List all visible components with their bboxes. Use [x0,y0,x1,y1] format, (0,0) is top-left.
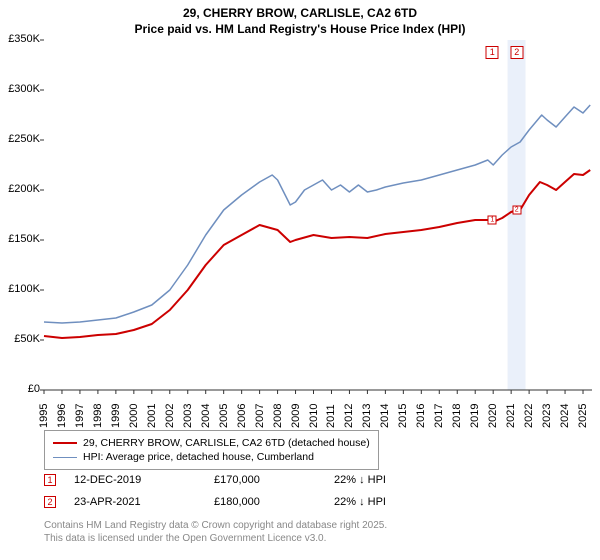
legend-item: 29, CHERRY BROW, CARLISLE, CA2 6TD (deta… [53,436,370,450]
x-tick-label: 2017 [433,400,445,428]
transaction-marker-icon: 2 [44,496,56,508]
legend-swatch [53,442,77,444]
transaction-row: 2 23-APR-2021£180,00022% ↓ HPI [44,496,454,508]
highlight-band [508,40,526,390]
x-tick-label: 1998 [92,400,104,428]
transaction-delta: 22% ↓ HPI [334,474,454,486]
transaction-price: £180,000 [214,496,334,508]
x-tick-label: 2011 [325,400,337,428]
x-tick-label: 2003 [182,400,194,428]
x-tick-label: 2010 [308,400,320,428]
legend-item: HPI: Average price, detached house, Cumb… [53,450,370,464]
footer-line2: This data is licensed under the Open Gov… [44,533,387,546]
x-tick-label: 2012 [343,400,355,428]
y-tick-label: £250K [0,133,40,145]
transaction-date: 12-DEC-2019 [74,474,214,486]
x-tick-label: 2013 [361,400,373,428]
transaction-marker-icon: 1 [44,474,56,486]
x-tick-label: 2005 [218,400,230,428]
y-tick-label: £300K [0,83,40,95]
x-tick-label: 2006 [236,400,248,428]
x-tick-label: 2021 [505,400,517,428]
y-tick-label: £150K [0,233,40,245]
x-tick-label: 1996 [56,400,68,428]
x-tick-label: 2009 [290,400,302,428]
footer-attribution: Contains HM Land Registry data © Crown c… [44,520,387,545]
x-tick-label: 2023 [541,400,553,428]
legend: 29, CHERRY BROW, CARLISLE, CA2 6TD (deta… [44,430,379,470]
x-tick-label: 2008 [272,400,284,428]
x-tick-label: 1999 [110,400,122,428]
x-tick-label: 2019 [469,400,481,428]
y-tick-label: £350K [0,33,40,45]
x-tick-label: 2025 [577,400,589,428]
x-tick-label: 2001 [146,400,158,428]
x-tick-label: 2007 [254,400,266,428]
transaction-price: £170,000 [214,474,334,486]
transaction-row: 1 12-DEC-2019£170,00022% ↓ HPI [44,474,454,486]
legend-swatch [53,457,77,458]
x-tick-label: 2020 [487,400,499,428]
y-tick-label: £200K [0,183,40,195]
x-tick-label: 2004 [200,400,212,428]
plot-marker-2: 2 [512,206,521,215]
x-tick-label: 2015 [397,400,409,428]
chart-subtitle: Price paid vs. HM Land Registry's House … [0,22,600,36]
x-tick-label: 2000 [128,400,140,428]
x-tick-label: 2002 [164,400,176,428]
x-tick-label: 2018 [451,400,463,428]
transaction-date: 23-APR-2021 [74,496,214,508]
legend-label: 29, CHERRY BROW, CARLISLE, CA2 6TD (deta… [83,437,370,449]
plot-area: 1212 [44,40,592,390]
plot-marker-1: 1 [488,216,497,225]
x-tick-label: 2016 [415,400,427,428]
chart-svg [44,40,592,390]
marker-label-2: 2 [510,46,523,59]
y-tick-label: £0 [0,383,40,395]
y-tick-label: £100K [0,283,40,295]
x-tick-label: 1995 [38,400,50,428]
chart-title: 29, CHERRY BROW, CARLISLE, CA2 6TD [0,6,600,20]
legend-label: HPI: Average price, detached house, Cumb… [83,451,314,463]
x-tick-label: 2014 [379,400,391,428]
x-tick-label: 1997 [74,400,86,428]
x-tick-label: 2024 [559,400,571,428]
marker-label-1: 1 [486,46,499,59]
transaction-delta: 22% ↓ HPI [334,496,454,508]
footer-line1: Contains HM Land Registry data © Crown c… [44,520,387,533]
x-tick-label: 2022 [523,400,535,428]
y-tick-label: £50K [0,333,40,345]
